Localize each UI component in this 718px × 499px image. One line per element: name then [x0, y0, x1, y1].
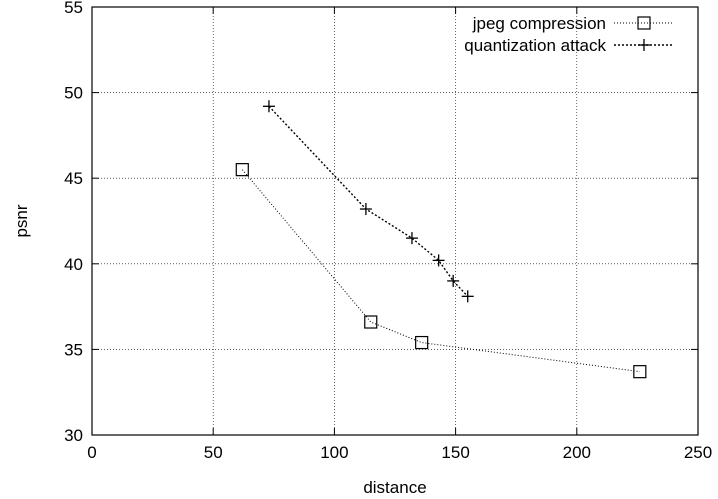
x-tick-label: 50 [204, 443, 223, 462]
data-point-plus [405, 232, 418, 245]
y-tick-label: 45 [64, 169, 83, 188]
data-point-square [633, 365, 647, 379]
x-tick-label: 0 [87, 443, 96, 462]
plot-frame [91, 6, 699, 436]
x-tick-label: 250 [684, 443, 712, 462]
grid-lines [92, 7, 698, 435]
series-square [235, 163, 647, 379]
data-point-square [364, 315, 378, 329]
y-tick-label: 35 [64, 340, 83, 359]
y-tick-label: 30 [64, 426, 83, 445]
y-tick-label: 50 [64, 84, 83, 103]
series-line [268, 105, 469, 297]
x-axis-label: distance [363, 478, 426, 497]
y-tick-label: 40 [64, 255, 83, 274]
legend-label: jpeg compression [472, 14, 606, 33]
y-axis-label: psnr [12, 204, 31, 237]
legend-label: quantization attack [464, 36, 606, 55]
data-point-square [415, 335, 429, 350]
data-point-square [235, 163, 249, 177]
series-plus [262, 100, 474, 303]
data-series [235, 100, 647, 379]
x-tick-label: 200 [563, 443, 591, 462]
legend-marker-square [637, 16, 651, 30]
data-point-plus [447, 274, 460, 287]
data-point-plus [359, 203, 372, 216]
x-tick-label: 100 [320, 443, 348, 462]
x-tick-label: 150 [441, 443, 469, 462]
data-point-plus [432, 254, 445, 267]
y-tick-label: 55 [64, 0, 83, 17]
legend-marker-plus [638, 39, 650, 51]
data-point-plus [262, 100, 275, 113]
data-point-plus [461, 290, 474, 303]
axis-ticks: 0 50 100 150 200 250 30 35 40 45 50 55 [64, 0, 712, 462]
series-line [241, 169, 640, 373]
legend: jpeg compression quantization attack [464, 14, 674, 55]
